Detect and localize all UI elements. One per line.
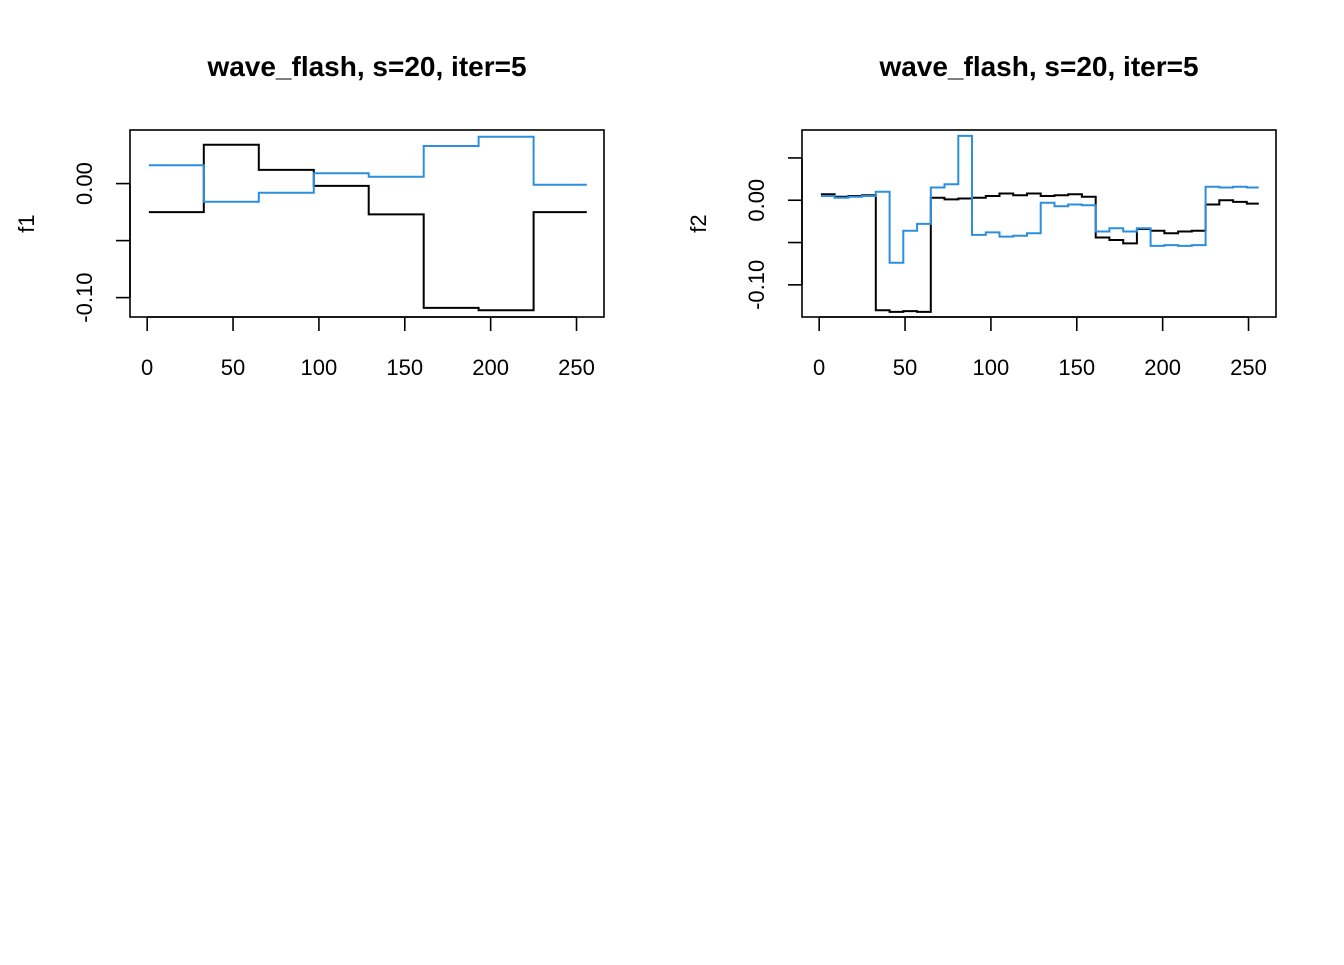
x-tick-label: 150 bbox=[386, 355, 423, 380]
x-tick-label: 0 bbox=[813, 355, 825, 380]
x-tick-label: 200 bbox=[472, 355, 509, 380]
series-line-1 bbox=[820, 134, 1259, 264]
x-tick-label: 100 bbox=[301, 355, 338, 380]
y-tick-label: 0.00 bbox=[72, 162, 97, 205]
x-tick-label: 100 bbox=[973, 355, 1010, 380]
x-tick-label: 50 bbox=[893, 355, 917, 380]
series-line-1 bbox=[148, 135, 587, 203]
chart-panel-f1: wave_flash, s=20, iter=5 f1 0 50 100 150 200 25… bbox=[14, 51, 605, 380]
x-tick-label: 200 bbox=[1144, 355, 1181, 380]
x-tick-label: 250 bbox=[1230, 355, 1267, 380]
y-axis-label: f1 bbox=[14, 214, 39, 232]
chart-title: wave_flash, s=20, iter=5 bbox=[878, 51, 1198, 82]
x-tick-label: 50 bbox=[221, 355, 245, 380]
x-tick-label: 0 bbox=[141, 355, 153, 380]
y-tick-label: -0.10 bbox=[744, 260, 769, 310]
chart-panel-f2: wave_flash, s=20, iter=5 f2 0 50 100 150 200 25… bbox=[686, 51, 1277, 380]
y-tick-label: 0.00 bbox=[744, 179, 769, 222]
y-tick-label: -0.10 bbox=[72, 273, 97, 323]
series-line-0 bbox=[820, 192, 1259, 313]
series-line-0 bbox=[148, 143, 587, 312]
y-axis-label: f2 bbox=[686, 214, 711, 232]
x-tick-label: 250 bbox=[558, 355, 595, 380]
chart-title: wave_flash, s=20, iter=5 bbox=[206, 51, 526, 82]
x-tick-label: 150 bbox=[1058, 355, 1095, 380]
